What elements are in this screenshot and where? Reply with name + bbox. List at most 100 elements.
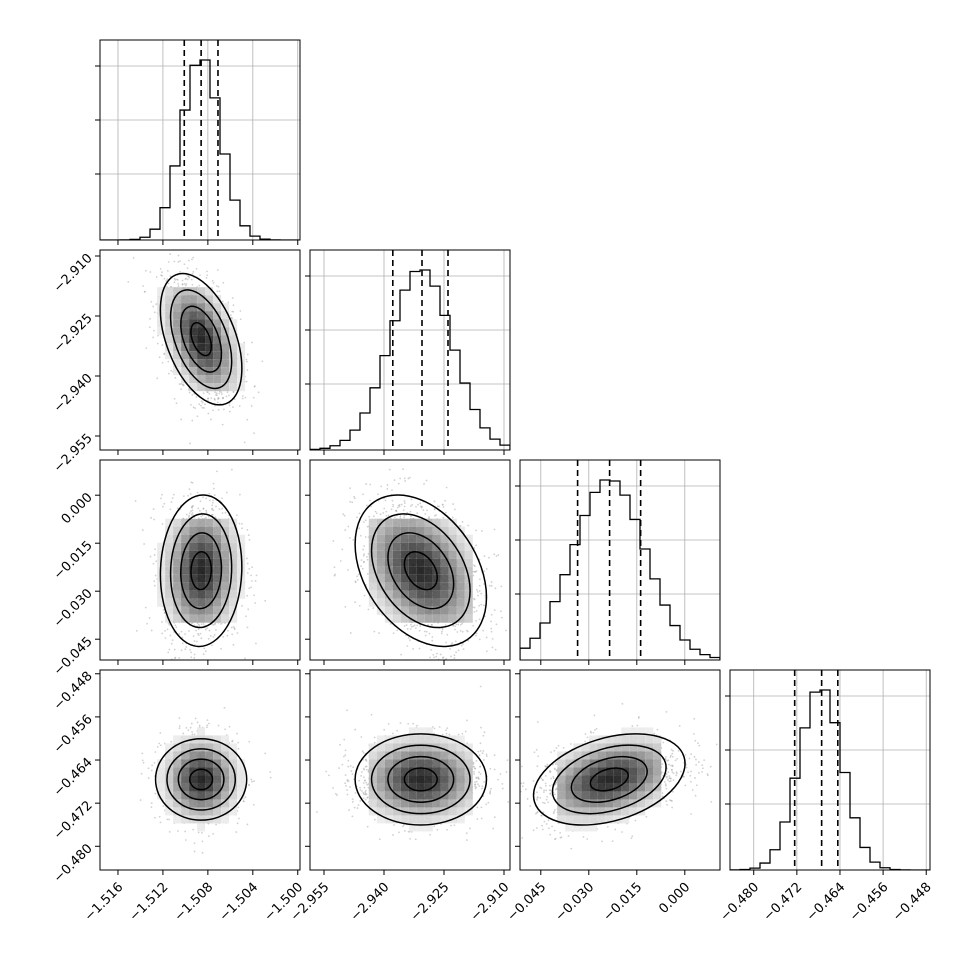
density-cell <box>181 303 190 312</box>
scatter-point <box>161 361 164 364</box>
scatter-point <box>208 629 211 632</box>
scatter-point <box>212 624 215 626</box>
scatter-point <box>202 496 205 499</box>
scatter-point <box>217 285 220 288</box>
density-cell <box>376 550 385 559</box>
scatter-point <box>168 648 171 651</box>
scatter-point <box>420 506 423 509</box>
density-cell <box>368 582 377 591</box>
scatter-point <box>167 261 170 263</box>
density-cell <box>213 526 222 535</box>
scatter-point <box>218 290 221 293</box>
scatter-point <box>407 636 410 639</box>
scatter-point <box>254 580 257 582</box>
scatter-point <box>188 630 190 632</box>
density-cell <box>205 319 214 328</box>
scatter-point <box>396 506 399 509</box>
scatter-point <box>246 572 249 574</box>
scatter-point <box>500 704 502 706</box>
scatter-point <box>160 497 162 500</box>
density-cell <box>221 375 230 384</box>
scatter-point <box>222 397 224 399</box>
scatter-point <box>191 506 193 509</box>
scatter-point <box>457 649 460 652</box>
density-cell <box>400 614 409 623</box>
scatter-point <box>246 594 249 597</box>
scatter-point <box>180 680 182 682</box>
scatter-point <box>149 271 152 273</box>
scatter-point <box>152 336 154 339</box>
scatter-point <box>191 393 194 396</box>
density-cell <box>173 367 182 376</box>
scatter-point <box>453 657 456 660</box>
scatter-point <box>412 647 415 650</box>
density-cell <box>229 375 238 384</box>
density-cell <box>181 359 190 368</box>
scatter-point <box>473 606 476 609</box>
scatter-point <box>171 639 174 642</box>
density-cell <box>229 335 238 344</box>
scatter-point <box>462 643 464 645</box>
histogram-panel-1 <box>305 249 511 455</box>
density-cell <box>448 566 457 575</box>
density-cell <box>213 550 222 559</box>
density-cell <box>165 598 174 607</box>
scatter-point <box>404 480 407 482</box>
scatter-point <box>207 440 209 442</box>
density-cell <box>173 327 182 336</box>
density-cell <box>392 598 401 607</box>
scatter-point <box>135 629 138 632</box>
density-cell <box>165 287 174 296</box>
scatter-point <box>494 648 497 651</box>
scatter-point <box>187 259 190 262</box>
scatter-point <box>218 392 221 395</box>
density-cell <box>165 566 174 575</box>
density-cell <box>384 614 393 623</box>
scatter-point <box>181 279 184 282</box>
scatter-point <box>232 643 235 646</box>
scatter-point <box>395 509 397 512</box>
density-cell <box>213 375 222 384</box>
density-cell <box>229 343 238 352</box>
scatter-point <box>363 560 366 563</box>
density-cell <box>416 550 425 559</box>
density-cell <box>440 606 449 615</box>
density-cell <box>384 590 393 599</box>
scatter-point <box>230 468 233 471</box>
scatter-point <box>190 278 193 281</box>
scatter-point <box>181 642 184 645</box>
scatter-point <box>175 402 178 405</box>
scatter-point <box>364 519 367 522</box>
scatter-point <box>220 391 223 394</box>
scatter-point <box>244 657 246 660</box>
scatter-point <box>190 622 193 625</box>
density-cell <box>237 343 246 352</box>
scatter-point <box>187 275 189 278</box>
scatter-point <box>228 404 231 407</box>
scatter-point <box>156 342 159 345</box>
density-cell <box>416 574 425 583</box>
scatter-point <box>441 503 444 506</box>
density-cell <box>440 518 449 527</box>
scatter-point <box>164 629 166 632</box>
density-cell <box>181 287 190 296</box>
scatter-point <box>232 304 235 307</box>
scatter-point <box>357 573 360 576</box>
scatter-point <box>199 274 201 277</box>
scatter-point <box>217 397 220 400</box>
scatter-point <box>226 391 229 394</box>
scatter-point <box>230 626 233 629</box>
scatter-point <box>190 481 193 484</box>
scatter-point <box>477 594 479 597</box>
density-cell <box>384 606 393 615</box>
scatter-point <box>358 512 361 515</box>
scatter-point <box>167 282 170 285</box>
scatter-point <box>198 509 201 512</box>
scatter-point <box>474 571 477 573</box>
scatter-point <box>190 510 192 513</box>
panel-frame <box>309 249 511 451</box>
density-cell <box>440 558 449 567</box>
density-cell <box>464 534 473 543</box>
scatter-point <box>361 567 364 570</box>
density-cell <box>213 534 222 543</box>
